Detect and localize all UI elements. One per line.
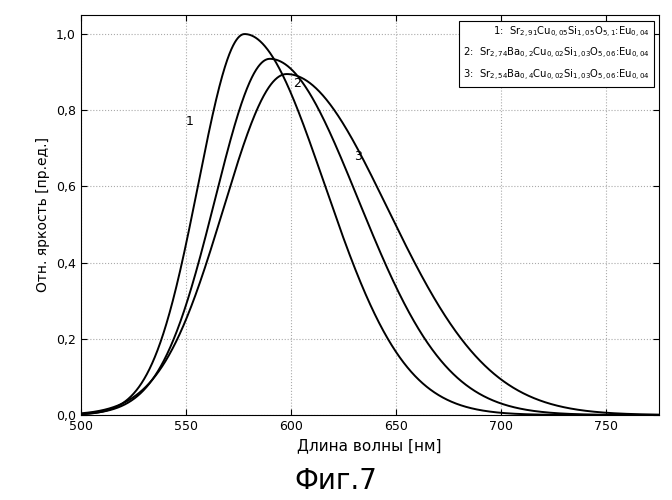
Text: 3: 3 [354, 150, 362, 163]
Text: 1:  Sr$_{2,91}$Cu$_{0,05}$Si$_{1,05}$O$_{5,1}$:Eu$_{0,04}$
2:  Sr$_{2,74}$Ba$_{0: 1: Sr$_{2,91}$Cu$_{0,05}$Si$_{1,05}$O$_{… [463, 25, 650, 82]
Text: 1: 1 [185, 116, 194, 128]
Text: Фиг.7: Фиг.7 [294, 467, 378, 495]
Text: 2: 2 [293, 78, 301, 90]
X-axis label: Длина волны [нм]: Длина волны [нм] [297, 438, 442, 454]
Y-axis label: Отн. яркость [пр.ед.]: Отн. яркость [пр.ед.] [36, 138, 50, 292]
